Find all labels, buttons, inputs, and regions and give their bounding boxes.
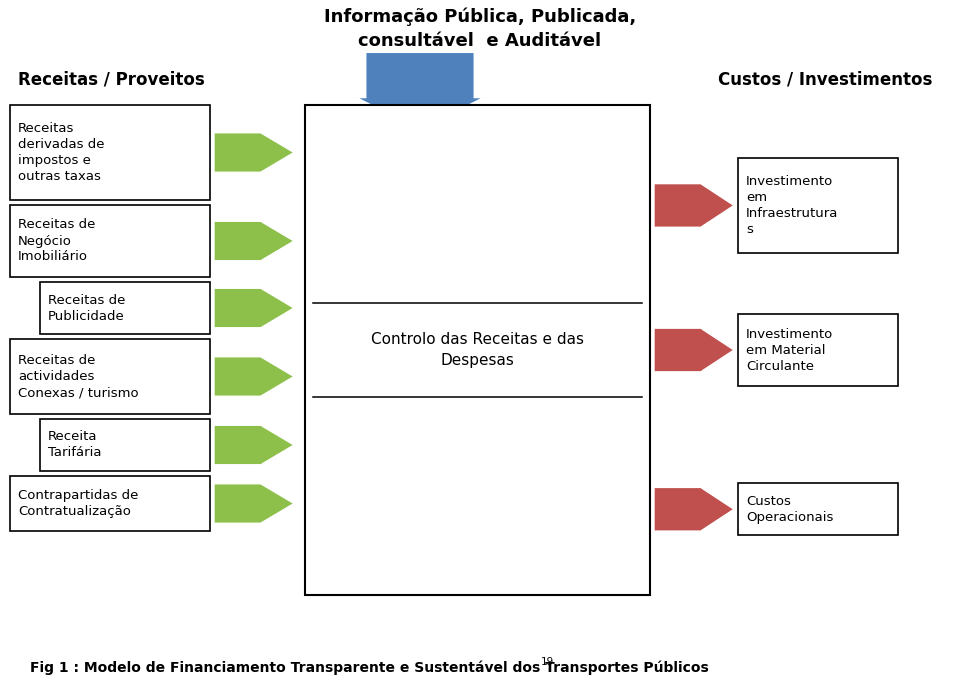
Text: Controlo das Receitas e das
Despesas: Controlo das Receitas e das Despesas — [371, 332, 584, 368]
Polygon shape — [654, 487, 734, 531]
Polygon shape — [654, 184, 734, 227]
FancyBboxPatch shape — [738, 158, 898, 253]
FancyBboxPatch shape — [305, 105, 650, 595]
Text: Receitas de
Negócio
Imobiliário: Receitas de Negócio Imobiliário — [18, 219, 95, 264]
Text: Fig 1 : Modelo de Financiamento Transparente e Sustentável dos Transportes Públi: Fig 1 : Modelo de Financiamento Transpar… — [30, 661, 708, 676]
Polygon shape — [214, 484, 294, 523]
FancyBboxPatch shape — [10, 105, 210, 200]
Polygon shape — [214, 357, 294, 396]
Text: 19: 19 — [540, 657, 554, 667]
Polygon shape — [355, 52, 485, 130]
Text: Receitas de
Publicidade: Receitas de Publicidade — [48, 293, 126, 322]
Text: Informação Pública, Publicada,
consultável  e Auditável: Informação Pública, Publicada, consultáv… — [324, 8, 636, 50]
Polygon shape — [214, 132, 294, 172]
Text: Investimento
em Material
Circulante: Investimento em Material Circulante — [746, 328, 833, 373]
Polygon shape — [214, 288, 294, 328]
FancyBboxPatch shape — [10, 205, 210, 277]
Text: Receitas / Proveitos: Receitas / Proveitos — [18, 70, 204, 88]
Text: Receita
Tarifária: Receita Tarifária — [48, 431, 102, 460]
Text: Custos
Operacionais: Custos Operacionais — [746, 495, 833, 524]
Polygon shape — [654, 328, 734, 372]
Text: Contrapartidas de
Contratualização: Contrapartidas de Contratualização — [18, 489, 138, 518]
FancyBboxPatch shape — [40, 282, 210, 334]
FancyBboxPatch shape — [40, 419, 210, 471]
FancyBboxPatch shape — [738, 314, 898, 386]
Polygon shape — [214, 425, 294, 465]
Polygon shape — [214, 221, 294, 261]
FancyBboxPatch shape — [10, 339, 210, 414]
Text: Investimento
em
Infraestrutura
s: Investimento em Infraestrutura s — [746, 175, 838, 236]
FancyBboxPatch shape — [738, 483, 898, 535]
Text: Receitas
derivadas de
impostos e
outras taxas: Receitas derivadas de impostos e outras … — [18, 122, 105, 183]
Text: Custos / Investimentos: Custos / Investimentos — [718, 70, 932, 88]
FancyBboxPatch shape — [10, 476, 210, 531]
Text: Receitas de
actividades
Conexas / turismo: Receitas de actividades Conexas / turism… — [18, 354, 138, 399]
